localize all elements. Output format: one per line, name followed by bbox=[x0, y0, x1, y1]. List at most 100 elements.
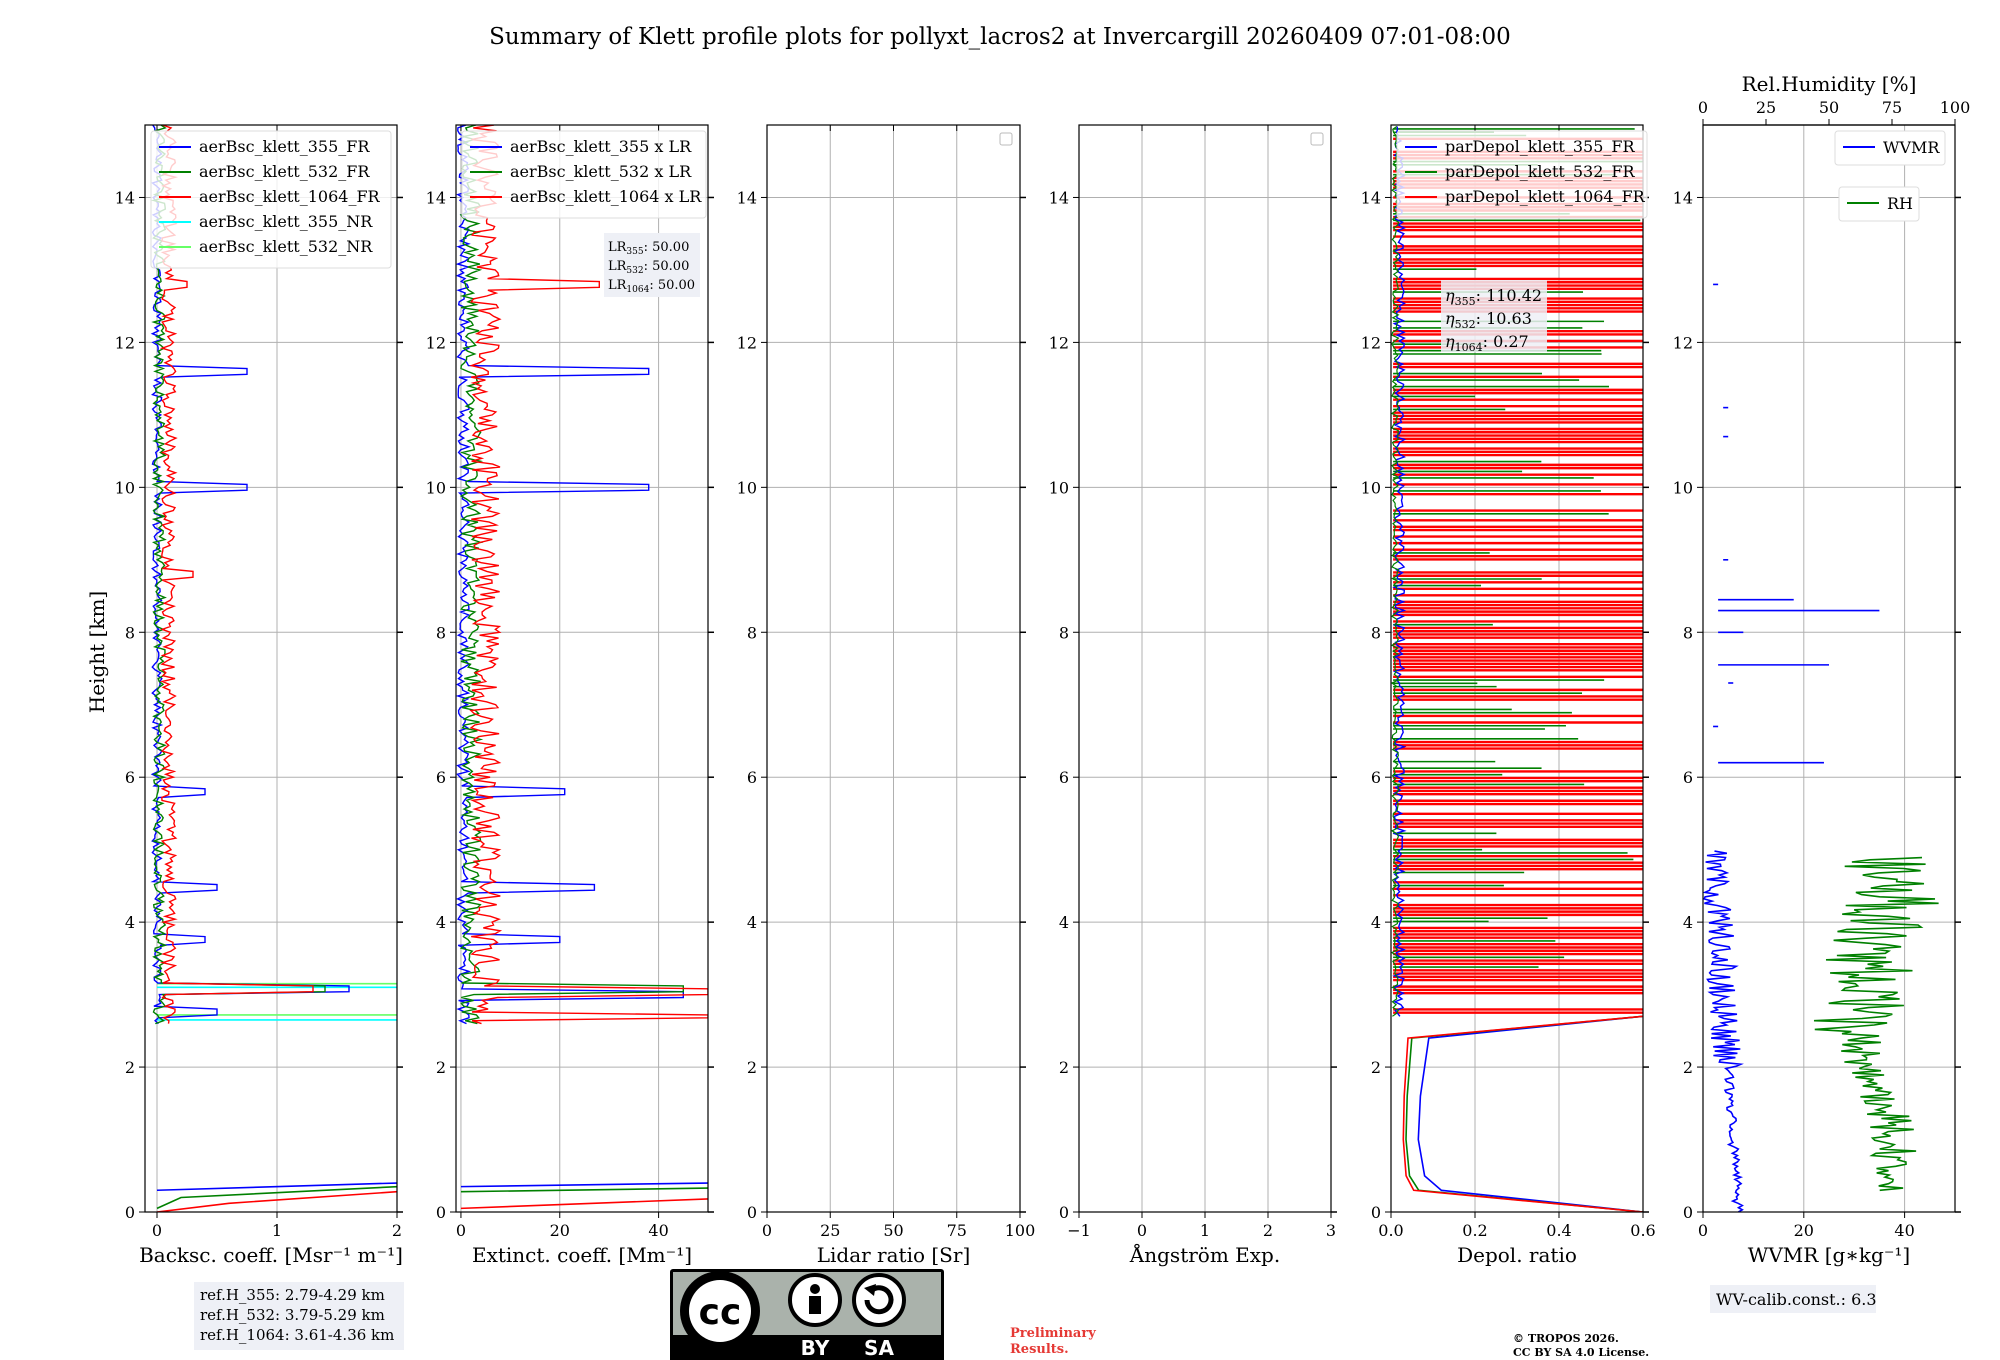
legend-label: aerBsc_klett_355 x LR bbox=[510, 137, 692, 156]
y-tick-label: 0 bbox=[747, 1203, 757, 1222]
wv-calib-box: WV-calib.const.: 6.3 bbox=[1710, 1285, 1877, 1313]
legend-label: aerBsc_klett_532_NR bbox=[199, 237, 373, 256]
legend-label: aerBsc_klett_532 x LR bbox=[510, 162, 692, 181]
x-axis-label: Backsc. coeff. [Msr⁻¹ m⁻¹] bbox=[139, 1243, 403, 1267]
lr-box: LR355: 50.00 LR532: 50.00 LR1064: 50.00 bbox=[604, 233, 700, 297]
ref-h-1064: ref.H_1064: 3.61-4.36 km bbox=[200, 1326, 394, 1344]
series-1064-ext bbox=[468, 125, 708, 1025]
wv-calib-text: WV-calib.const.: 6.3 bbox=[1716, 1290, 1877, 1309]
by-label: BY bbox=[801, 1336, 830, 1360]
panel-wv: 0 25 50 75 100 Rel.Humidity [%] 0 20 40 0 2 4 6 8 10 12… bbox=[1673, 72, 1971, 1267]
x-tick-label: 2 bbox=[392, 1221, 402, 1240]
legend-label: aerBsc_klett_355_NR bbox=[199, 212, 373, 231]
series-532-ext bbox=[459, 125, 684, 1025]
series-1064-nearfield bbox=[460, 1198, 708, 1210]
legend-label: RH bbox=[1887, 194, 1913, 213]
x-tick-label: 40 bbox=[1894, 1221, 1914, 1240]
y-tick-label: 10 bbox=[1049, 478, 1069, 497]
y-tick-label: 6 bbox=[747, 768, 757, 787]
y-tick-label: 14 bbox=[1049, 188, 1069, 207]
y-tick-label: 6 bbox=[436, 768, 446, 787]
y-tick-label: 4 bbox=[1683, 913, 1693, 932]
cc-logo-text: cc bbox=[699, 1292, 742, 1333]
sa-label: SA bbox=[864, 1336, 894, 1360]
y-tick-label: 8 bbox=[747, 623, 757, 642]
y-tick-label: 10 bbox=[426, 478, 446, 497]
legend-label: parDepol_klett_532_FR bbox=[1445, 162, 1636, 181]
y-axis-label: Height [km] bbox=[85, 591, 109, 713]
axes-frame bbox=[1702, 124, 1956, 1213]
y-tick-label: 2 bbox=[1371, 1058, 1381, 1077]
y-tick-label: 0 bbox=[125, 1203, 135, 1222]
x-axis-label: WVMR [g∗kg⁻¹] bbox=[1748, 1243, 1910, 1267]
y-tick-label: 0 bbox=[436, 1203, 446, 1222]
x-tick-label: 0 bbox=[1137, 1221, 1147, 1240]
lr-value: LR355: 50.00 bbox=[608, 240, 689, 257]
legend: aerBsc_klett_355 x LR aerBsc_klett_532 x … bbox=[461, 130, 707, 219]
y-tick-label: 10 bbox=[1361, 478, 1381, 497]
series-355-depol bbox=[1392, 126, 1407, 1017]
lr-value: LR532: 50.00 bbox=[608, 259, 689, 276]
y-tick-label: 6 bbox=[1683, 768, 1693, 787]
x-axis-label: Ångström Exp. bbox=[1129, 1242, 1280, 1267]
eta-value: η355: 110.42 bbox=[1445, 286, 1542, 308]
y-tick-label: 2 bbox=[436, 1058, 446, 1077]
x-tick-label: 100 bbox=[1005, 1221, 1036, 1240]
figure-title: Summary of Klett profile plots for polly… bbox=[489, 24, 1511, 50]
x-tick-label: 1 bbox=[1200, 1221, 1210, 1240]
x-tick-label: 20 bbox=[550, 1221, 570, 1240]
x-tick-label: 40 bbox=[648, 1221, 668, 1240]
x-tick-label: 0 bbox=[762, 1221, 772, 1240]
top-tick-label: 0 bbox=[1698, 98, 1708, 117]
y-tick-label: 4 bbox=[125, 913, 135, 932]
y-tick-label: 8 bbox=[1371, 623, 1381, 642]
x-tick-label: 50 bbox=[883, 1221, 903, 1240]
legend: aerBsc_klett_355_FR aerBsc_klett_532_FRae… bbox=[150, 130, 392, 269]
y-tick-label: 12 bbox=[115, 333, 135, 352]
y-tick-label: 6 bbox=[1059, 768, 1069, 787]
y-tick-label: 12 bbox=[426, 333, 446, 352]
y-tick-label: 14 bbox=[737, 188, 757, 207]
legend-label: WVMR bbox=[1883, 138, 1940, 157]
series-355-nearfield bbox=[460, 1182, 708, 1188]
y-tick-label: 4 bbox=[747, 913, 757, 932]
series-532-nearfield bbox=[156, 1185, 397, 1210]
ref-h-355: ref.H_355: 2.79-4.29 km bbox=[200, 1286, 385, 1304]
y-tick-label: 12 bbox=[1673, 333, 1693, 352]
preliminary-line-1: Preliminary bbox=[1010, 1326, 1096, 1341]
x-tick-label: −1 bbox=[1067, 1221, 1091, 1240]
x-tick-label: 0 bbox=[1698, 1221, 1708, 1240]
sa-share-icon bbox=[852, 1273, 906, 1327]
series-355-ext bbox=[456, 125, 684, 1025]
x-tick-label: 0.0 bbox=[1378, 1221, 1403, 1240]
y-tick-label: 8 bbox=[1059, 623, 1069, 642]
top-axis-label: Rel.Humidity [%] bbox=[1742, 72, 1917, 96]
x-tick-label: 1 bbox=[272, 1221, 282, 1240]
y-tick-label: 8 bbox=[125, 623, 135, 642]
y-tick-label: 6 bbox=[1371, 768, 1381, 787]
y-tick-label: 0 bbox=[1059, 1203, 1069, 1222]
ref-h-532: ref.H_532: 3.79-5.29 km bbox=[200, 1306, 385, 1324]
eta-value: η532: 10.63 bbox=[1445, 309, 1532, 331]
axes-frame bbox=[144, 124, 398, 1213]
legend-label: aerBsc_klett_1064 x LR bbox=[510, 187, 702, 206]
series-rh bbox=[1813, 856, 1939, 1192]
y-tick-label: 2 bbox=[747, 1058, 757, 1077]
y-tick-label: 10 bbox=[115, 478, 135, 497]
y-tick-label: 12 bbox=[1361, 333, 1381, 352]
y-tick-label: 14 bbox=[1361, 188, 1381, 207]
y-tick-label: 10 bbox=[737, 478, 757, 497]
copyright-line-1: © TROPOS 2026. bbox=[1513, 1332, 1619, 1345]
empty-legend-box bbox=[999, 132, 1013, 146]
y-tick-label: 14 bbox=[1673, 188, 1693, 207]
reference-height-box: ref.H_355: 2.79-4.29 km ref.H_532: 3.79-… bbox=[194, 1282, 404, 1350]
y-tick-label: 14 bbox=[115, 188, 135, 207]
legend-label: aerBsc_klett_1064_FR bbox=[199, 187, 381, 206]
y-tick-label: 2 bbox=[1059, 1058, 1069, 1077]
top-tick-label: 100 bbox=[1940, 98, 1971, 117]
data-wv bbox=[1703, 283, 1939, 1212]
